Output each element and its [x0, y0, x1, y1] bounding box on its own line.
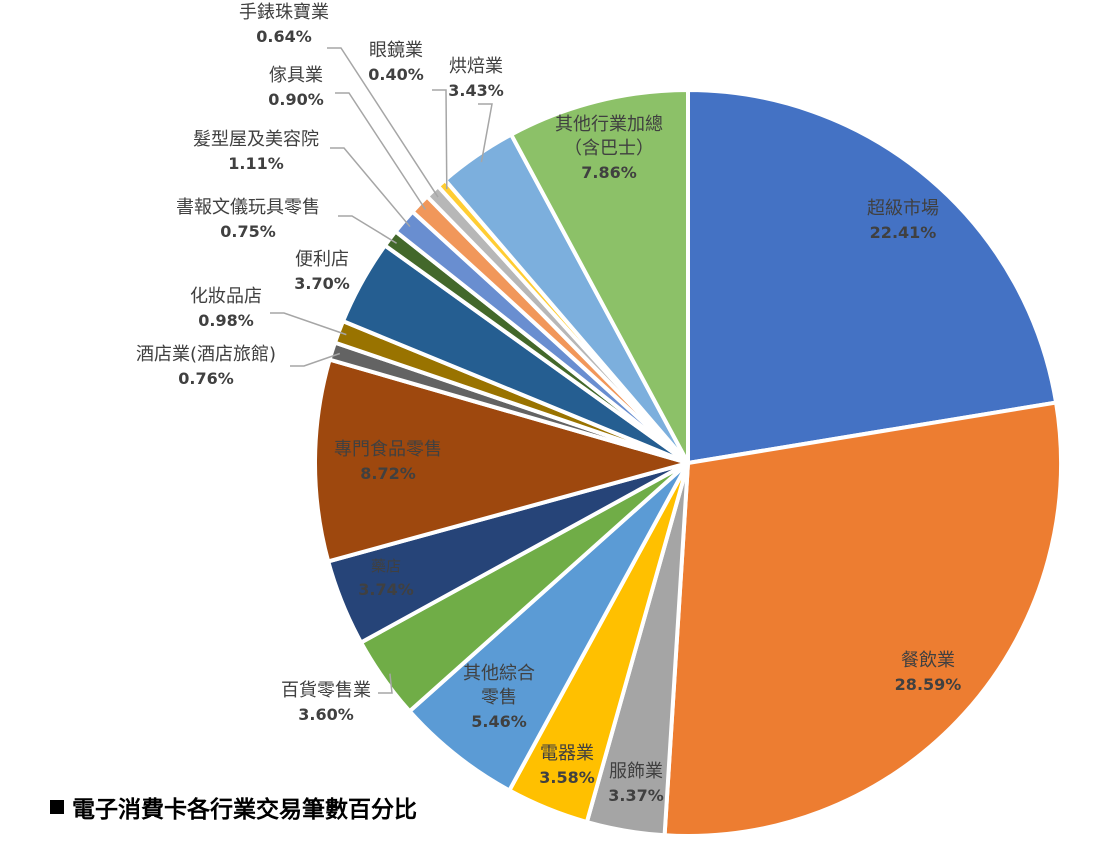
- slice-value-label: 1.11%: [228, 154, 284, 173]
- slice-label: 餐飲業 28.59%: [895, 650, 962, 694]
- slice-label: 專門食品零售 8.72%: [334, 439, 442, 483]
- slice-value-label: 5.46%: [471, 712, 527, 731]
- chart-title: 電子消費卡各行業交易筆數百分比: [50, 790, 417, 824]
- slice-value-label: 0.64%: [256, 27, 312, 46]
- slice-value-label: 8.72%: [360, 464, 416, 483]
- leader-line: [270, 312, 347, 336]
- slice-label: 書報文儀玩具零售 0.75%: [176, 197, 320, 241]
- chart-title-text: 電子消費卡各行業交易筆數百分比: [72, 797, 417, 823]
- slice-value-label: 0.75%: [220, 222, 276, 241]
- slice-value-label: 28.59%: [895, 675, 962, 694]
- slice-label: 傢具業 0.90%: [268, 65, 324, 109]
- slice-value-label: 0.98%: [198, 311, 254, 330]
- leader-lines: [270, 47, 493, 694]
- slice-label: 便利店 3.70%: [294, 249, 350, 293]
- slice-label: 藥店 3.74%: [358, 557, 414, 599]
- leader-line: [327, 47, 439, 198]
- slice-label: 髮型屋及美容院 1.11%: [193, 128, 319, 173]
- slice-value-label: 22.41%: [870, 223, 937, 242]
- slice-value-label: 3.70%: [294, 274, 350, 293]
- pie-slice: [686, 88, 1059, 465]
- pie-slice: [313, 357, 690, 564]
- slice-value-label: 3.37%: [608, 786, 664, 805]
- slice-value-label: 7.86%: [581, 163, 637, 182]
- slice-label: 超級市場 22.41%: [867, 198, 939, 242]
- slice-value-label: 0.40%: [368, 65, 424, 84]
- leader-line: [338, 215, 397, 244]
- slice-value-label: 0.90%: [268, 90, 324, 109]
- slice-label: 烘焙業 3.43%: [448, 56, 504, 100]
- slice-label: 電器業 3.58%: [539, 743, 595, 787]
- slice-labels: 超級市場 22.41% 餐飲業 28.59% 服飾業 3.37% 電器業 3.58%其他綜合零…: [136, 2, 961, 805]
- pie-slice: [662, 400, 1063, 838]
- slice-value-label: 3.60%: [298, 705, 354, 724]
- title-square-icon: [50, 800, 64, 814]
- slice-value-label: 3.58%: [539, 768, 595, 787]
- pie-slices: [313, 88, 1063, 838]
- leader-line: [378, 673, 393, 694]
- leader-line: [290, 352, 341, 367]
- pie-slice: [509, 88, 690, 465]
- slice-value-label: 3.74%: [358, 580, 414, 599]
- slice-label: 百貨零售業 3.60%: [281, 680, 371, 724]
- slice-label: 化妝品店 0.98%: [190, 286, 262, 330]
- slice-label: 酒店業(酒店旅館) 0.76%: [136, 344, 276, 388]
- leader-line: [335, 92, 427, 210]
- leader-line: [330, 147, 411, 228]
- slice-label: 服飾業 3.37%: [608, 761, 664, 805]
- slice-label: 其他綜合零售 5.46%: [463, 663, 535, 731]
- leader-line: [478, 103, 493, 163]
- slice-label: 眼鏡業 0.40%: [368, 40, 424, 84]
- slice-value-label: 0.76%: [178, 369, 234, 388]
- slice-label: 手錶珠寶業 0.64%: [239, 2, 329, 46]
- slice-label: 其他行業加總（含巴士） 7.86%: [555, 114, 663, 182]
- slice-value-label: 3.43%: [448, 81, 504, 100]
- leader-line: [432, 89, 448, 190]
